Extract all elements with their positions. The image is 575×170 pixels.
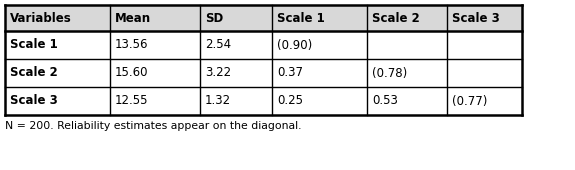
Bar — [5, 59, 110, 87]
Bar — [272, 59, 367, 87]
Text: (0.90): (0.90) — [277, 38, 312, 52]
Bar — [200, 87, 272, 115]
Text: 0.53: 0.53 — [372, 95, 398, 107]
Bar — [5, 5, 110, 31]
Text: Scale 3: Scale 3 — [10, 95, 58, 107]
Bar — [447, 31, 522, 59]
Text: 3.22: 3.22 — [205, 66, 231, 80]
Text: 1.32: 1.32 — [205, 95, 231, 107]
Text: Scale 2: Scale 2 — [372, 12, 420, 24]
Bar — [272, 87, 367, 115]
Text: Mean: Mean — [115, 12, 151, 24]
Bar — [110, 87, 200, 115]
Text: Scale 2: Scale 2 — [10, 66, 58, 80]
Text: SD: SD — [205, 12, 223, 24]
Text: Scale 3: Scale 3 — [452, 12, 500, 24]
Text: Scale 1: Scale 1 — [277, 12, 325, 24]
Bar — [272, 5, 367, 31]
Bar — [5, 87, 110, 115]
Bar — [367, 5, 447, 31]
Bar — [272, 31, 367, 59]
Bar — [200, 59, 272, 87]
Bar — [447, 59, 522, 87]
Bar — [447, 87, 522, 115]
Bar — [110, 31, 200, 59]
Bar — [200, 31, 272, 59]
Text: 13.56: 13.56 — [115, 38, 148, 52]
Text: 0.37: 0.37 — [277, 66, 303, 80]
Text: (0.77): (0.77) — [452, 95, 488, 107]
Text: Scale 1: Scale 1 — [10, 38, 58, 52]
Bar — [110, 5, 200, 31]
Text: 2.54: 2.54 — [205, 38, 231, 52]
Bar — [200, 5, 272, 31]
Text: (0.78): (0.78) — [372, 66, 407, 80]
Bar — [367, 87, 447, 115]
Text: 12.55: 12.55 — [115, 95, 148, 107]
Text: Variables: Variables — [10, 12, 72, 24]
Bar — [447, 5, 522, 31]
Bar — [367, 31, 447, 59]
Bar — [5, 31, 110, 59]
Bar — [110, 59, 200, 87]
Text: 15.60: 15.60 — [115, 66, 148, 80]
Text: N = 200. Reliability estimates appear on the diagonal.: N = 200. Reliability estimates appear on… — [5, 121, 301, 131]
Text: 0.25: 0.25 — [277, 95, 303, 107]
Bar — [367, 59, 447, 87]
